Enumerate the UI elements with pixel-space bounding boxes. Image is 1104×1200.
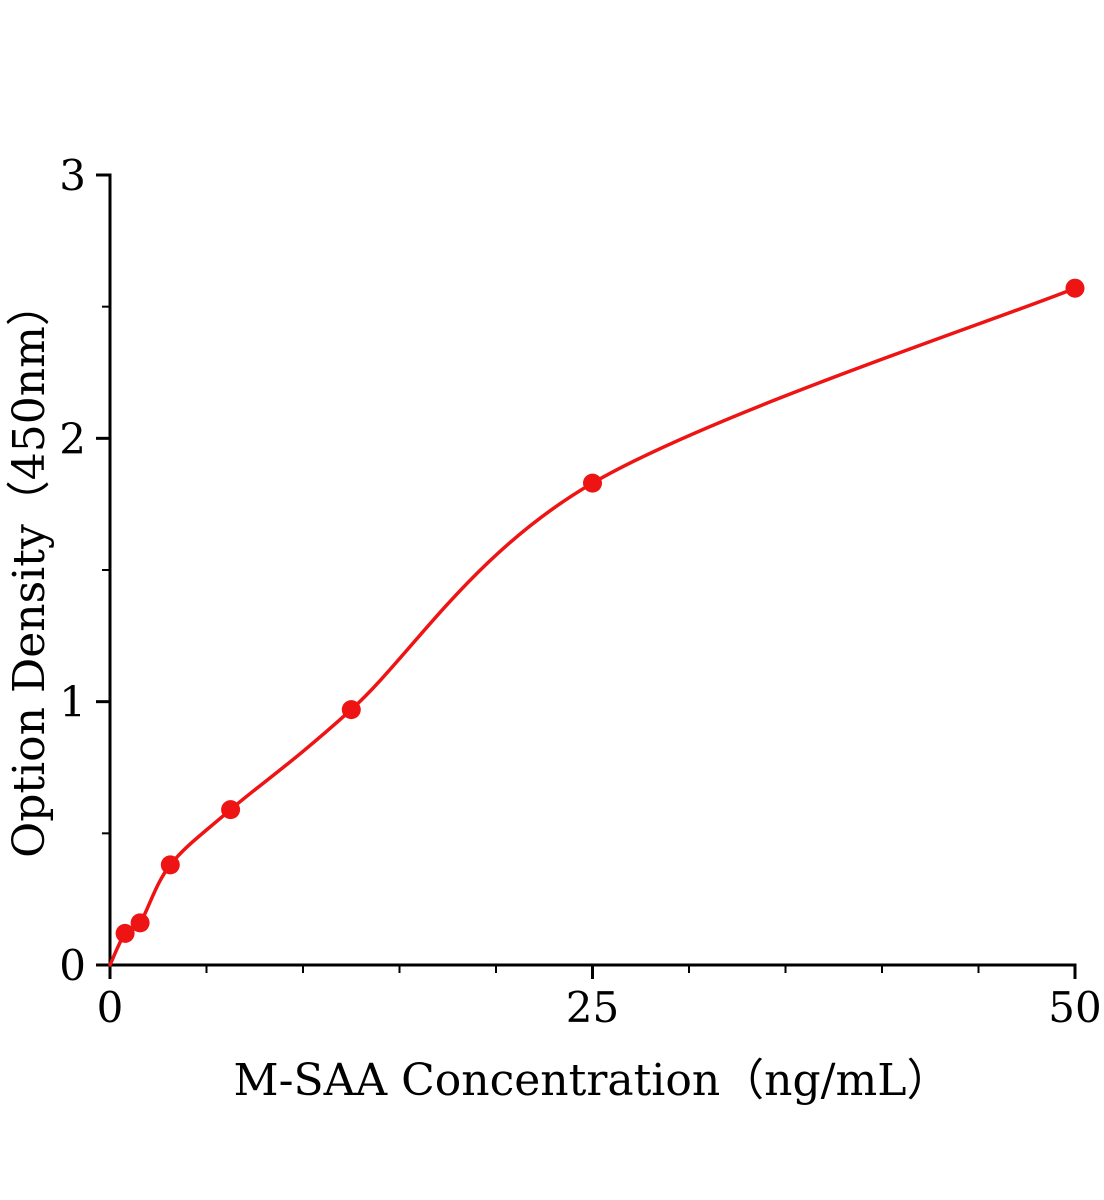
x-axis-title: M-SAA Concentration（ng/mL） (234, 1055, 951, 1106)
data-point (130, 913, 150, 933)
data-points-layer (115, 278, 1085, 943)
y-tick-label: 0 (59, 941, 86, 990)
x-tick-label: 25 (566, 983, 619, 1032)
y-tick-label: 2 (59, 414, 86, 463)
data-point (160, 855, 180, 875)
data-point (341, 700, 361, 720)
data-point (115, 923, 135, 943)
y-tick-label: 1 (59, 678, 86, 727)
axes-layer: 0 25 50 0 1 2 3 (59, 151, 1101, 1032)
data-point (583, 473, 602, 493)
data-point (1065, 278, 1085, 298)
x-tick-label: 0 (97, 983, 124, 1032)
fitted-curve (108, 286, 1077, 967)
y-tick-label: 3 (59, 151, 86, 200)
fitted-curve-layer (108, 286, 1077, 967)
axis-spines (108, 173, 1077, 967)
data-point (221, 800, 241, 820)
y-axis-title: Option Density（450nm） (4, 282, 55, 858)
x-tick-label: 50 (1048, 983, 1101, 1032)
